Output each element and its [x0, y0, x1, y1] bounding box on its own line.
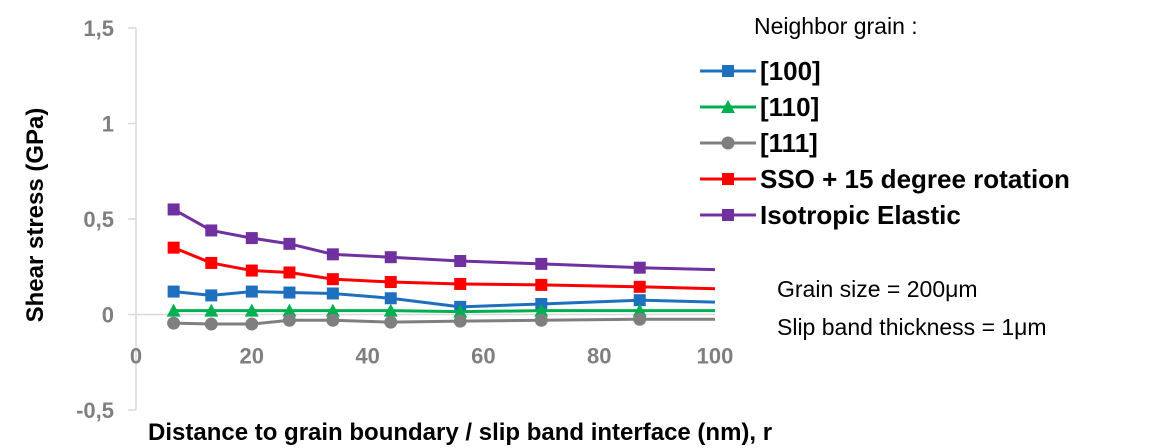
data-point [282, 303, 297, 317]
series-0 [167, 285, 716, 313]
series-3 [167, 241, 716, 293]
legend-label: [111] [760, 128, 818, 158]
data-point [166, 303, 181, 317]
series-layer [166, 203, 716, 331]
data-point [283, 237, 296, 250]
legend: [100] [110] [111] SSO + 15 degree rotation I… [700, 56, 1070, 230]
series-2 [167, 312, 715, 331]
data-point [244, 303, 259, 317]
data-point [204, 317, 218, 331]
data-point [325, 303, 340, 317]
data-point [167, 316, 181, 330]
x-tick-label: 100 [697, 344, 734, 369]
y-tick-label: 0 [102, 303, 114, 328]
x-tick-label: 60 [471, 344, 495, 369]
data-point [283, 286, 296, 299]
data-point [326, 248, 339, 261]
data-point [245, 264, 258, 277]
series-4 [167, 203, 716, 274]
data-point [384, 315, 398, 329]
data-point [453, 314, 467, 328]
legend-label: [100] [760, 56, 821, 86]
y-tick-label: 1,5 [83, 16, 114, 41]
data-point [633, 294, 646, 307]
legend-title: Neighbor grain : [754, 13, 918, 39]
data-point [534, 303, 549, 317]
legend-entry-3: SSO + 15 degree rotation [700, 164, 1070, 194]
data-point [454, 255, 467, 268]
data-point [383, 303, 398, 317]
y-tick-label: 1 [102, 112, 114, 137]
legend-entry-1: [110] [700, 92, 819, 122]
data-point [167, 285, 180, 298]
legend-entry-2: [111] [700, 128, 818, 158]
data-point [167, 203, 180, 216]
data-point [205, 256, 218, 269]
data-point [722, 209, 734, 221]
series-1 [166, 303, 715, 318]
data-point [633, 312, 647, 326]
data-point [384, 251, 397, 264]
data-point [282, 313, 296, 327]
y-tick-label: 0,5 [83, 207, 114, 232]
data-point [721, 100, 735, 113]
x-axis-title: Distance to grain boundary / slip band i… [148, 419, 772, 446]
data-point [326, 287, 339, 300]
data-point [205, 289, 218, 302]
data-point [535, 257, 548, 270]
data-point [633, 280, 646, 293]
legend-label: [110] [760, 92, 819, 122]
data-point [535, 278, 548, 291]
data-point [326, 313, 340, 327]
data-point [245, 285, 258, 298]
data-point [384, 292, 397, 305]
y-tick-label: -0,5 [76, 398, 114, 423]
annotation-grain-size: Grain size = 200μm [777, 276, 978, 302]
data-point [205, 224, 218, 237]
data-point [453, 304, 468, 318]
legend-entry-4: Isotropic Elastic [700, 200, 961, 230]
data-point [722, 65, 734, 77]
data-point [454, 277, 467, 290]
data-point [245, 317, 259, 331]
data-point [534, 313, 548, 327]
series-line [173, 317, 715, 326]
data-point [326, 273, 339, 286]
x-tick-labels: 0 20 40 60 80 100 [130, 344, 733, 369]
x-tick-label: 0 [130, 344, 142, 369]
series-line [172, 208, 716, 272]
y-tick-labels: -0,5 0 0,5 1 1,5 [76, 16, 136, 423]
x-tick-label: 40 [355, 344, 379, 369]
data-point [632, 303, 647, 317]
annotation-slip-band-thickness: Slip band thickness = 1μm [777, 314, 1047, 340]
data-point [167, 241, 180, 254]
legend-label: SSO + 15 degree rotation [760, 164, 1070, 194]
axes [135, 28, 715, 410]
series-line [173, 290, 716, 309]
legend-entry-0: [100] [700, 56, 821, 86]
series-line [173, 246, 716, 291]
data-point [204, 303, 219, 317]
data-point [384, 276, 397, 289]
y-axis-title: Shear stress (GPa) [22, 108, 49, 323]
data-point [245, 232, 258, 245]
data-point [633, 261, 646, 274]
x-tick-label: 20 [240, 344, 264, 369]
data-point [721, 136, 735, 150]
data-point [722, 173, 734, 185]
legend-label: Isotropic Elastic [760, 200, 961, 230]
x-tick-label: 80 [587, 344, 611, 369]
series-line [173, 309, 715, 314]
data-point [283, 266, 296, 279]
